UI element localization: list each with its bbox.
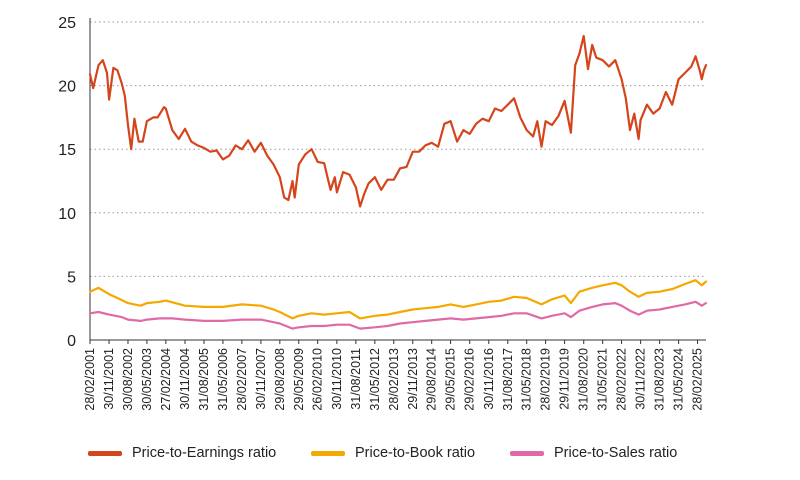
x-tick-label-16: 28/02/2013 [387,348,401,411]
legend-swatch-ps [510,450,544,456]
legend: Price-to-Earnings ratio Price-to-Book ra… [88,438,788,468]
x-tick-label-22: 31/08/2017 [501,348,515,411]
x-tick-label-25: 29/11/2019 [558,348,572,410]
series-line-0 [88,34,708,208]
x-tick-label-3: 30/05/2003 [140,348,154,411]
x-tick-label-17: 29/11/2013 [406,348,420,410]
x-tick-label-24: 28/02/2019 [539,348,553,411]
y-tick-label-10: 10 [58,206,76,223]
x-tick-label-15: 31/05/2012 [368,348,382,411]
x-tick-label-8: 28/02/2007 [235,348,249,411]
legend-item-pb: Price-to-Book ratio [311,438,475,468]
legend-label-ps: Price-to-Sales ratio [554,445,678,461]
y-axis: 0 5 10 15 20 25 [58,15,91,350]
x-tick-label-0: 28/02/2001 [83,348,97,411]
x-tick-label-5: 30/11/2004 [178,348,192,410]
x-tick-label-14: 31/08/2011 [349,348,363,410]
x-tick-label-29: 30/11/2022 [634,348,648,410]
y-tick-label-20: 20 [58,79,76,96]
legend-label-pe: Price-to-Earnings ratio [132,445,277,461]
x-tick-label-23: 31/05/2018 [520,348,534,411]
legend-item-ps: Price-to-Sales ratio [510,438,677,468]
x-tick-label-27: 31/05/2021 [596,348,610,411]
x-tick-label-30: 31/08/2023 [653,348,667,411]
y-tick-label-5: 5 [67,269,76,286]
x-tick-label-32: 28/02/2025 [691,348,705,411]
x-tick-label-31: 31/05/2024 [672,348,686,411]
y-tick-label-0: 0 [67,333,76,350]
x-tick-label-18: 29/08/2014 [425,348,439,411]
x-tick-label-7: 31/05/2006 [216,348,230,411]
x-tick-label-1: 30/11/2001 [102,348,116,410]
x-tick-label-20: 29/02/2016 [463,348,477,411]
x-tick-label-28: 28/02/2022 [615,348,629,411]
x-tick-label-2: 30/08/2002 [121,348,135,411]
x-tick-label-4: 27/02/2004 [159,348,173,411]
legend-label-pb: Price-to-Book ratio [355,445,476,461]
x-tick-label-9: 30/11/2007 [254,348,268,410]
y-tick-label-15: 15 [58,142,76,159]
x-tick-label-12: 26/02/2010 [311,348,325,411]
series-lines [88,34,708,330]
x-tick-label-26: 31/08/2020 [577,348,591,411]
y-tick-label-25: 25 [58,15,76,32]
series-line-1 [88,279,708,320]
x-tick-label-10: 29/08/2008 [273,348,287,411]
legend-swatch-pe [88,450,122,456]
x-tick-label-19: 29/05/2015 [444,348,458,411]
x-tick-label-21: 30/11/2016 [482,348,496,410]
series-line-2 [88,300,708,330]
gridlines [90,21,706,277]
x-tick-label-6: 31/08/2005 [197,348,211,411]
x-axis: 28/02/2001 30/11/2001 30/08/2002 30/05/2003… [83,339,706,411]
x-tick-label-11: 29/05/2009 [292,348,306,411]
legend-item-pe: Price-to-Earnings ratio [88,438,276,468]
x-tick-label-13: 30/11/2010 [330,348,344,410]
legend-swatch-pb [311,450,345,456]
